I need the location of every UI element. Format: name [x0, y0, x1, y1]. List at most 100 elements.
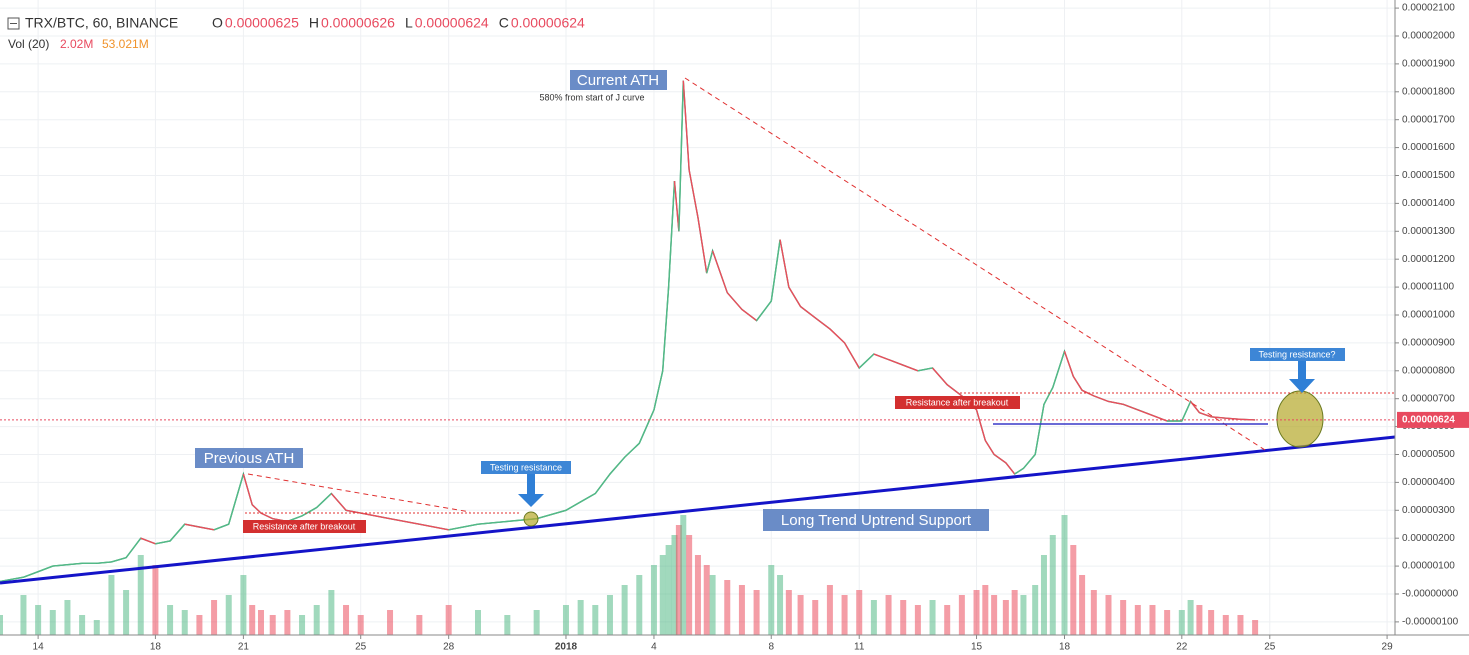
annotation-box [195, 448, 303, 468]
ohlc-legend: O 0.00000625 H 0.00000626 L 0.00000624 C 0.0000… [212, 15, 585, 31]
y-tick-label: 0.00000500 [1402, 449, 1455, 460]
candle-segment [814, 317, 831, 330]
ohlc-key: H [309, 15, 319, 31]
candle-segment [536, 509, 567, 520]
candle-segment [199, 526, 215, 531]
candle-segment [662, 287, 670, 371]
candle-segment [770, 239, 781, 302]
symbol-title: TRX/BTC, 60, BINANCE [25, 15, 178, 31]
volume-bar [562, 605, 569, 635]
annotation-box [243, 520, 366, 533]
volume-bar [1208, 610, 1215, 635]
candle-segment [726, 292, 743, 310]
candle-segment [1093, 395, 1109, 403]
candle-segment [858, 353, 875, 369]
volume-bar [1032, 585, 1039, 635]
candle-segment [1072, 375, 1083, 391]
volume-bar [357, 615, 364, 635]
volume-bar [812, 600, 819, 635]
x-tick-label: 11 [854, 642, 865, 653]
candle-segment [316, 493, 332, 509]
candle-segment [993, 453, 1007, 464]
volume-bar [93, 620, 100, 635]
volume-bar [1061, 515, 1068, 635]
volume-bar [1149, 605, 1156, 635]
volume-bar [49, 610, 56, 635]
y-tick-label: 0.00001600 [1402, 142, 1455, 153]
collapse-icon[interactable] [7, 17, 20, 30]
volume-bar [797, 595, 804, 635]
ohlc-key: C [499, 15, 509, 31]
y-tick-label: 0.00001700 [1402, 114, 1455, 125]
volume-bar [108, 575, 115, 635]
candle-segment [984, 440, 995, 455]
candle-segment [741, 308, 758, 322]
candle-segment [756, 300, 772, 321]
annotation: Long Trend Uptrend Support [781, 512, 972, 529]
resistance-trendline [247, 473, 471, 513]
candle-segment [1211, 416, 1226, 419]
candle-segment [932, 367, 948, 386]
volume-bar [1164, 610, 1171, 635]
candle-segment [673, 181, 680, 232]
y-tick-label: 0.00001800 [1402, 86, 1455, 97]
volume-bar [1120, 600, 1127, 635]
candle-segment [67, 562, 83, 566]
price-line [0, 80, 1256, 583]
ohlc-value: 0.00000626 [321, 15, 395, 31]
arrow [1289, 361, 1315, 393]
volume-reading: 53.021M [102, 37, 149, 51]
candle-segment [829, 328, 846, 344]
price-layer [0, 80, 1256, 583]
candle-segment [301, 506, 318, 517]
candle-segment [624, 442, 640, 458]
volume-bar [533, 610, 540, 635]
candle-segment [667, 181, 676, 288]
candle-segment [155, 540, 171, 545]
volume-bar [313, 605, 320, 635]
y-tick-label: 0.00002000 [1402, 31, 1455, 42]
volume-label: Vol (20) [8, 37, 49, 51]
volume-bar [636, 575, 643, 635]
y-tick-label: -0.00000000 [1402, 589, 1459, 600]
candle-segment [1052, 351, 1066, 388]
annotation: Testing resistance [490, 462, 562, 472]
candle-segment [609, 456, 626, 475]
x-tick-label: 15 [971, 642, 983, 653]
candle-segment [678, 80, 684, 232]
candle-segment [1122, 403, 1139, 411]
volume-bar [299, 615, 306, 635]
volume-bar [686, 535, 693, 635]
y-tick-label: 0.00000400 [1402, 477, 1455, 488]
candle-segment [111, 557, 127, 563]
candle-segment [1063, 351, 1074, 377]
volume-bar [914, 605, 921, 635]
volume-bar [504, 615, 511, 635]
candle-segment [975, 409, 986, 441]
volume-bar [929, 600, 936, 635]
volume-bar [958, 595, 965, 635]
candle-segment [788, 286, 802, 307]
volume-bar [973, 590, 980, 635]
volume-bar [1020, 595, 1027, 635]
annotation-box [481, 461, 571, 474]
annotation-box [895, 396, 1020, 409]
volume-bar [387, 610, 394, 635]
candle-segment [330, 493, 347, 511]
ohlc-value: 0.00000625 [225, 15, 299, 31]
volume-bar [709, 575, 716, 635]
volume-bar [1196, 605, 1203, 635]
target-circle [523, 511, 539, 527]
candle-segment [1022, 454, 1036, 469]
candle-segment [184, 523, 200, 528]
volume-bar [991, 595, 998, 635]
y-tick-label: 0.00001200 [1402, 254, 1455, 265]
volume-reading: 2.02M [60, 37, 93, 51]
volume-bar [1040, 555, 1047, 635]
volume-bar [665, 545, 672, 635]
candle-segment [477, 520, 508, 525]
volume-bar [592, 605, 599, 635]
volume-bar [650, 565, 657, 635]
candle-segment [873, 353, 889, 361]
